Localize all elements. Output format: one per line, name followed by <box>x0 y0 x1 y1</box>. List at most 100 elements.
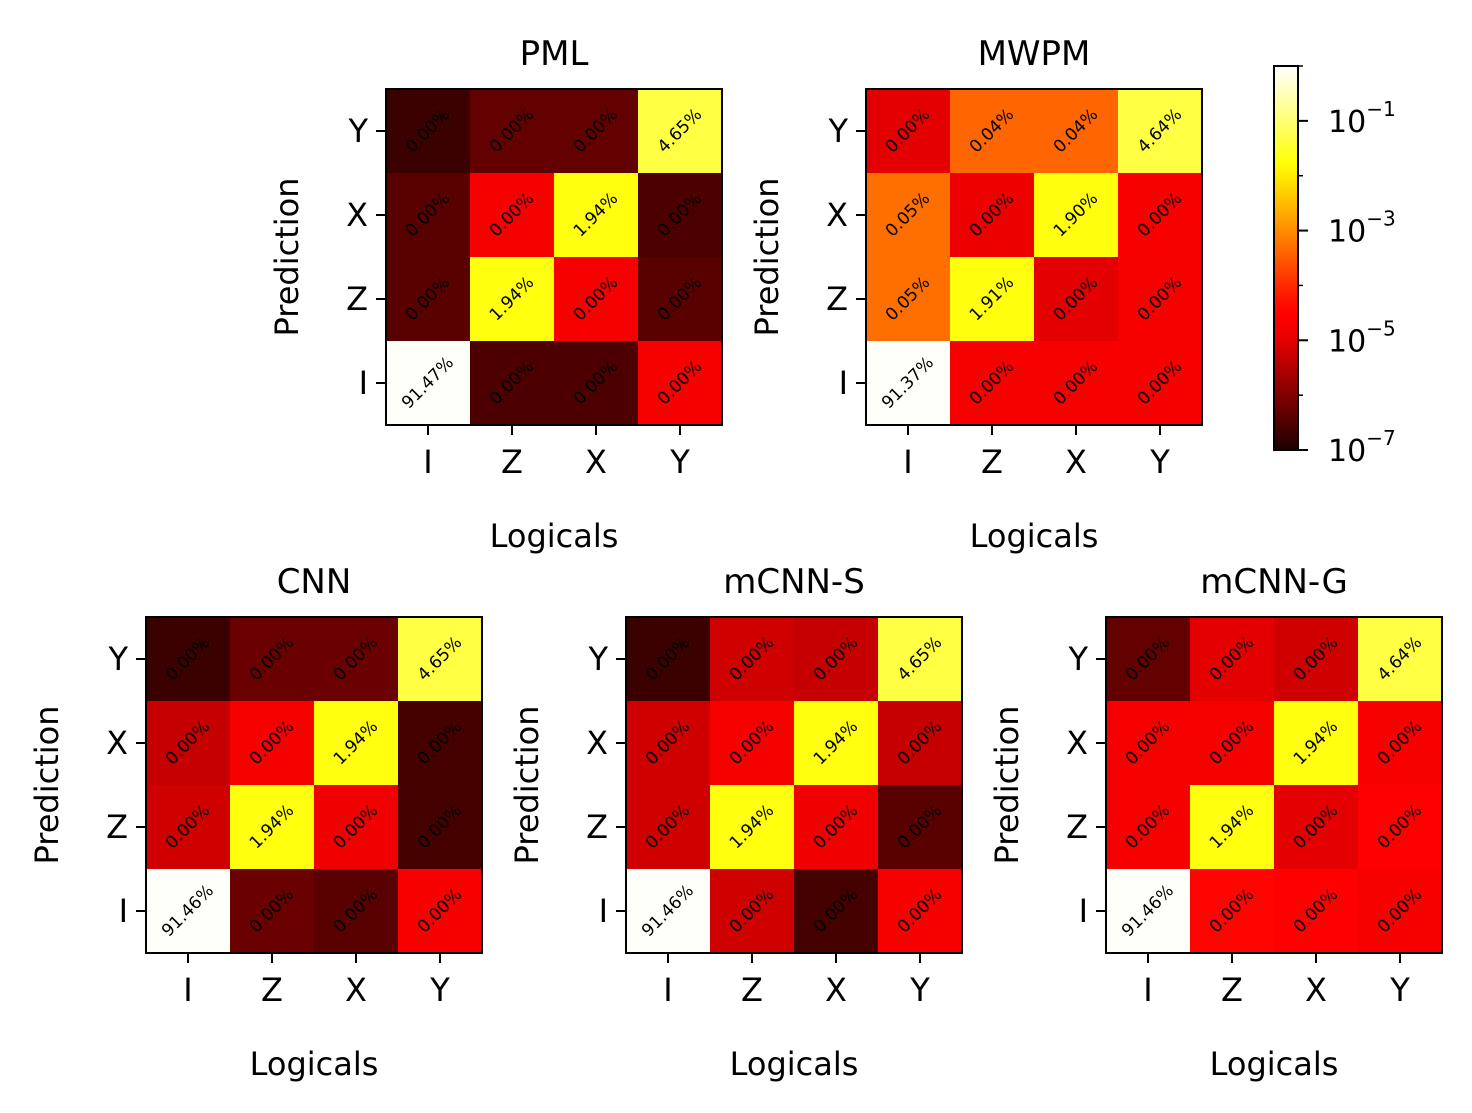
heatmap-cell <box>1034 89 1118 173</box>
axes-frame <box>1105 616 1443 954</box>
heatmap-cell <box>638 257 722 341</box>
y-tick-label: I <box>839 364 848 402</box>
y-tick-label: X <box>826 196 848 234</box>
heatmap-cell <box>386 173 470 257</box>
x-axis-label: Logicals <box>1210 1045 1339 1083</box>
y-tick-label: X <box>1066 724 1088 762</box>
panel-title: mCNN-G <box>1200 562 1348 602</box>
x-tick-label: X <box>1065 443 1087 481</box>
colorbar-frame <box>1273 65 1299 451</box>
heatmap-cell <box>950 341 1034 425</box>
heatmap-cell <box>554 89 638 173</box>
heatmap-cell <box>470 173 554 257</box>
x-tick-label: X <box>345 971 367 1009</box>
heatmap-cell <box>1118 257 1202 341</box>
heatmap-cell <box>638 341 722 425</box>
heatmap-cell <box>794 785 878 869</box>
panel-title: MWPM <box>978 34 1091 74</box>
heatmap-cell <box>866 257 950 341</box>
heatmap-cell <box>1358 701 1442 785</box>
heatmap-cell <box>626 617 710 701</box>
heatmap-cell <box>230 701 314 785</box>
heatmap-cell <box>950 89 1034 173</box>
heatmap-cell <box>1118 89 1202 173</box>
heatmap-cell <box>950 173 1034 257</box>
heatmap-cell <box>626 785 710 869</box>
heatmap-cell <box>794 869 878 953</box>
heatmap-cell <box>1190 869 1274 953</box>
heatmap-cell <box>1190 785 1274 869</box>
heatmap-cell <box>554 341 638 425</box>
heatmap-cell <box>398 869 482 953</box>
heatmap-cell <box>866 89 950 173</box>
x-tick-label: I <box>903 443 912 481</box>
heatmap-cell <box>794 701 878 785</box>
heatmap-cell <box>1274 617 1358 701</box>
heatmap-panel-pml: 91.47% 0.00% 0.00% 0.00%0.00% 1.94% 0.00% 0.00… <box>268 34 723 555</box>
y-axis-label: Prediction <box>268 178 306 337</box>
heatmap-cell <box>230 617 314 701</box>
heatmap-cell <box>638 89 722 173</box>
y-tick-label: Y <box>1067 640 1088 678</box>
heatmap-cell <box>146 701 230 785</box>
x-tick-label: Z <box>261 971 283 1009</box>
y-axis-label: Prediction <box>748 178 786 337</box>
heatmap-cell <box>710 785 794 869</box>
heatmap-cell <box>1106 785 1190 869</box>
heatmap-cell <box>1358 617 1442 701</box>
heatmap-cell <box>1358 785 1442 869</box>
colorbar-tick-label: 10−1 <box>1328 97 1396 140</box>
heatmap-cell <box>398 617 482 701</box>
y-tick-label: Y <box>827 112 848 150</box>
x-tick-label: Y <box>669 443 690 481</box>
heatmap-cell <box>314 701 398 785</box>
heatmap-cell <box>386 89 470 173</box>
heatmap-cell <box>710 701 794 785</box>
y-axis-label: Prediction <box>508 706 546 865</box>
axes-frame <box>625 616 963 954</box>
heatmap-cell <box>470 257 554 341</box>
colorbar-gradient <box>1274 66 1298 450</box>
heatmap-cell <box>386 257 470 341</box>
heatmap-cell <box>554 173 638 257</box>
heatmap-cell <box>230 869 314 953</box>
heatmap-cell <box>398 785 482 869</box>
colorbar-tick-label: 10−5 <box>1328 316 1396 359</box>
heatmap-cell <box>146 869 230 953</box>
heatmap-panel-mcnn-g: 91.46% 0.00% 0.00% 0.00%0.00% 1.94% 0.00% 0.00… <box>988 562 1443 1083</box>
heatmap-cell <box>1190 617 1274 701</box>
axes-frame <box>145 616 483 954</box>
x-tick-label: I <box>183 971 192 1009</box>
panel-title: CNN <box>277 562 352 602</box>
axes-frame <box>865 88 1203 426</box>
heatmap-cell <box>554 257 638 341</box>
y-tick-label: Z <box>1066 808 1088 846</box>
heatmap-cell <box>878 785 962 869</box>
heatmap-cell <box>710 869 794 953</box>
panel-title: mCNN-S <box>723 562 865 602</box>
heatmap-cell <box>314 869 398 953</box>
heatmap-cell <box>386 341 470 425</box>
heatmap-cell <box>1274 869 1358 953</box>
x-axis-label: Logicals <box>490 517 619 555</box>
heatmap-panel-mcnn-s: 91.46% 0.00% 0.00% 0.00%0.00% 1.94% 0.00% 0.00… <box>508 562 963 1083</box>
y-axis-label: Prediction <box>988 706 1026 865</box>
heatmap-cell <box>1274 701 1358 785</box>
heatmap-panel-mwpm: 91.37% 0.00% 0.00% 0.00%0.05% 1.91% 0.00% 0.00… <box>748 34 1203 555</box>
heatmap-cell <box>1034 341 1118 425</box>
heatmap-cell <box>866 173 950 257</box>
y-tick-label: I <box>599 892 608 930</box>
y-tick-label: Y <box>587 640 608 678</box>
x-tick-label: Z <box>981 443 1003 481</box>
y-tick-label: Z <box>586 808 608 846</box>
x-tick-label: Y <box>429 971 450 1009</box>
y-axis-label: Prediction <box>28 706 66 865</box>
x-tick-label: Y <box>909 971 930 1009</box>
heatmap-cell <box>1034 173 1118 257</box>
heatmap-cell <box>398 701 482 785</box>
y-tick-label: I <box>119 892 128 930</box>
heatmap-cell <box>470 341 554 425</box>
x-tick-label: I <box>663 971 672 1009</box>
heatmap-cell <box>1106 617 1190 701</box>
heatmap-cell <box>794 617 878 701</box>
